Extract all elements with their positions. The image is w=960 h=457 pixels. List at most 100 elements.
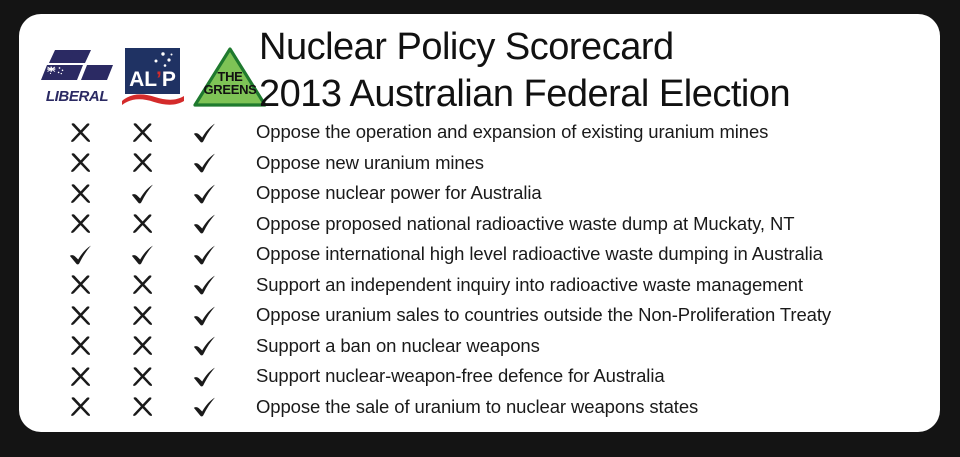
policy-text: Oppose the sale of uranium to nuclear we… <box>256 395 699 417</box>
policy-text: Support an independent inquiry into radi… <box>256 273 803 295</box>
mark-cell-alp <box>111 209 173 240</box>
policy-row: Support nuclear-weapon-free defence for … <box>19 361 940 392</box>
policy-row: Oppose uranium sales to countries outsid… <box>19 300 940 331</box>
cross-mark <box>49 361 111 392</box>
alp-red-swoosh-icon <box>122 94 184 105</box>
greens-triangle-icon <box>193 47 267 107</box>
cross-mark <box>49 209 111 240</box>
cross-mark <box>111 209 173 240</box>
mark-cell-alp <box>111 148 173 179</box>
tick-mark <box>173 209 235 240</box>
cross-mark <box>111 331 173 362</box>
mark-cell-alp <box>111 392 173 423</box>
tick-mark <box>173 148 235 179</box>
mark-cell-alp <box>111 331 173 362</box>
policy-text: Oppose nuclear power for Australia <box>256 182 542 204</box>
mark-cell-greens <box>173 300 235 331</box>
mark-cell-alp <box>111 117 173 148</box>
mark-cell-liberal <box>49 178 111 209</box>
mark-cell-liberal <box>49 209 111 240</box>
mark-cell-liberal <box>49 270 111 301</box>
greens-wordmark-line-2: GREENS <box>203 82 257 97</box>
cross-mark <box>49 148 111 179</box>
mark-cell-alp <box>111 361 173 392</box>
policy-text: Support nuclear-weapon-free defence for … <box>256 365 665 387</box>
title-line-secondary: 2013 Australian Federal Election <box>259 73 791 115</box>
alp-navy-panel <box>125 48 180 94</box>
mark-cell-liberal <box>49 392 111 423</box>
policy-text: Oppose uranium sales to countries outsid… <box>256 304 832 326</box>
alp-logo: AL’P <box>121 46 185 108</box>
mark-cell-liberal <box>49 300 111 331</box>
policy-text: Oppose new uranium mines <box>256 151 484 173</box>
mark-cell-greens <box>173 270 235 301</box>
cross-mark <box>111 300 173 331</box>
policy-row: Support an independent inquiry into radi… <box>19 270 940 301</box>
party-logo-strip: LIBERAL AL’P <box>41 42 269 108</box>
tick-mark <box>173 239 235 270</box>
alp-wordmark-al: AL <box>129 68 156 91</box>
cross-mark <box>49 270 111 301</box>
alp-wordmark-apostrophe: ’ <box>155 68 162 91</box>
mark-cell-greens <box>173 392 235 423</box>
mark-cell-greens <box>173 209 235 240</box>
scorecard-card: LIBERAL AL’P <box>19 14 940 432</box>
mark-cell-liberal <box>49 361 111 392</box>
liberal-emblem-icon <box>41 50 113 80</box>
policy-row: Support a ban on nuclear weapons <box>19 331 940 362</box>
cross-mark <box>111 148 173 179</box>
mark-cell-liberal <box>49 117 111 148</box>
cross-mark <box>49 178 111 209</box>
tick-mark <box>49 239 111 270</box>
scorecard-header: LIBERAL AL’P <box>19 14 940 118</box>
alp-wordmark: AL’P <box>125 68 180 91</box>
policy-rows: Oppose the operation and expansion of ex… <box>19 117 940 422</box>
cross-mark <box>111 392 173 423</box>
liberal-wordmark: LIBERAL <box>45 88 109 105</box>
mark-cell-greens <box>173 239 235 270</box>
policy-row: Oppose proposed national radioactive was… <box>19 209 940 240</box>
mark-cell-alp <box>111 270 173 301</box>
mark-cell-greens <box>173 331 235 362</box>
mark-cell-liberal <box>49 148 111 179</box>
cross-mark <box>49 117 111 148</box>
policy-row: Oppose new uranium mines <box>19 148 940 179</box>
southern-cross-stars-icon <box>154 52 173 67</box>
cross-mark <box>49 331 111 362</box>
policy-text: Oppose the operation and expansion of ex… <box>256 121 769 143</box>
cross-mark <box>111 270 173 301</box>
mark-cell-alp <box>111 178 173 209</box>
mark-cell-greens <box>173 178 235 209</box>
policy-row: Oppose international high level radioact… <box>19 239 940 270</box>
policy-text: Oppose international high level radioact… <box>256 243 823 265</box>
policy-row: Oppose the sale of uranium to nuclear we… <box>19 392 940 423</box>
cross-mark <box>111 361 173 392</box>
cross-mark <box>49 300 111 331</box>
cross-mark <box>111 117 173 148</box>
greens-wordmark-line-1: THE <box>217 69 243 84</box>
mark-cell-liberal <box>49 239 111 270</box>
greens-wordmark: THE GREENS <box>193 70 267 96</box>
greens-logo: THE GREENS <box>193 46 267 108</box>
mark-cell-liberal <box>49 331 111 362</box>
tick-mark <box>173 392 235 423</box>
tick-mark <box>173 331 235 362</box>
tick-mark <box>111 239 173 270</box>
mark-cell-alp <box>111 300 173 331</box>
liberal-party-logo: LIBERAL <box>41 48 113 108</box>
alp-wordmark-p: P <box>161 68 176 91</box>
tick-mark <box>173 178 235 209</box>
policy-row: Oppose the operation and expansion of ex… <box>19 117 940 148</box>
title-line-primary: Nuclear Policy Scorecard <box>259 26 674 68</box>
tick-mark <box>173 361 235 392</box>
policy-text: Support a ban on nuclear weapons <box>256 334 540 356</box>
policy-text: Oppose proposed national radioactive was… <box>256 212 795 234</box>
tick-mark <box>173 117 235 148</box>
cross-mark <box>49 392 111 423</box>
mark-cell-greens <box>173 361 235 392</box>
tick-mark <box>111 178 173 209</box>
mark-cell-alp <box>111 239 173 270</box>
tick-mark <box>173 300 235 331</box>
mark-cell-greens <box>173 148 235 179</box>
